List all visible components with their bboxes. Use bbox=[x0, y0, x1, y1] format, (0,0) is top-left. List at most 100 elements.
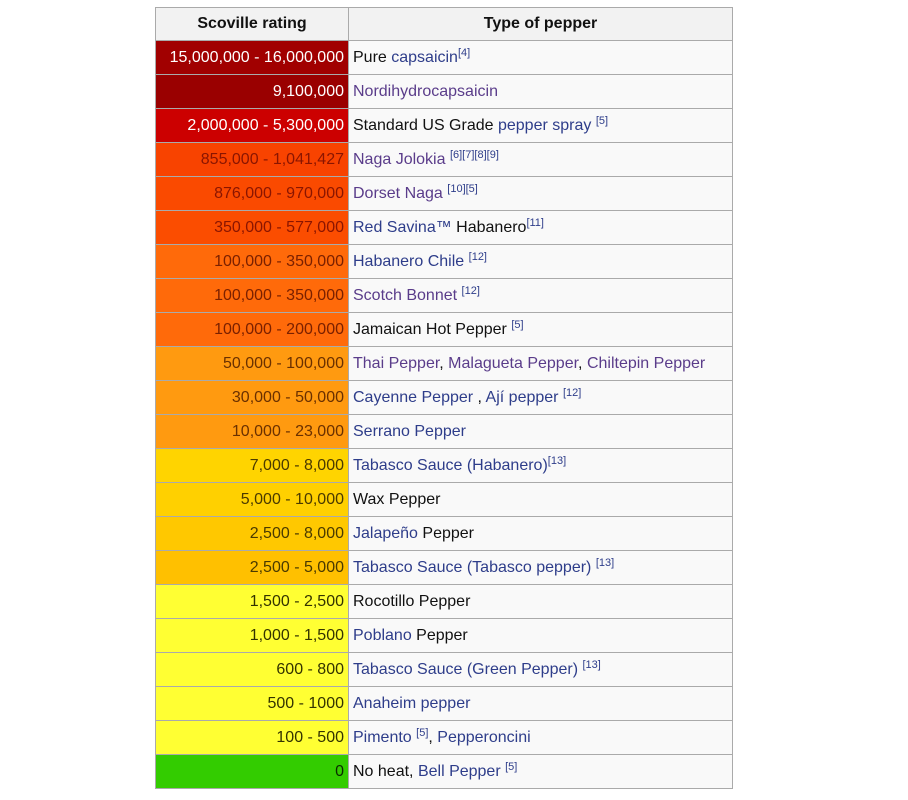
pepper-type-cell: No heat, Bell Pepper [5] bbox=[348, 754, 733, 789]
citation-link[interactable]: [10][5] bbox=[447, 182, 478, 195]
pepper-link[interactable]: Dorset Naga bbox=[353, 184, 443, 202]
pepper-link[interactable]: Tabasco Sauce (Habanero) bbox=[353, 456, 548, 474]
pepper-type-cell: Anaheim pepper bbox=[348, 686, 733, 721]
table-row: 500 - 1000 Anaheim pepper bbox=[155, 686, 733, 721]
scoville-rating-cell: 100,000 - 200,000 bbox=[155, 312, 349, 347]
scoville-rating-cell: 7,000 - 8,000 bbox=[155, 448, 349, 483]
pepper-text: Standard US Grade bbox=[353, 116, 498, 134]
pepper-link[interactable]: Poblano bbox=[353, 626, 412, 644]
scoville-rating-cell: 500 - 1000 bbox=[155, 686, 349, 721]
pepper-type-cell: Tabasco Sauce (Tabasco pepper) [13] bbox=[348, 550, 733, 585]
pepper-type-cell: Pimento [5], Pepperoncini bbox=[348, 720, 733, 755]
pepper-text: Habanero bbox=[451, 218, 527, 236]
header-type-of-pepper: Type of pepper bbox=[348, 7, 733, 41]
citation-link[interactable]: [5] bbox=[511, 318, 524, 331]
pepper-type-cell: Red Savina™ Habanero[11] bbox=[348, 210, 733, 245]
pepper-link[interactable]: Anaheim pepper bbox=[353, 694, 471, 712]
table-row: 50,000 - 100,000 Thai Pepper, Malagueta P… bbox=[155, 346, 733, 381]
citation-link[interactable]: [4] bbox=[457, 46, 471, 59]
scoville-rating-cell: 5,000 - 10,000 bbox=[155, 482, 349, 517]
citation-link[interactable]: [6][7][8][9] bbox=[449, 148, 499, 161]
pepper-link[interactable]: Pepperoncini bbox=[437, 728, 531, 746]
pepper-text: , bbox=[428, 728, 438, 746]
table-row: 0 No heat, Bell Pepper [5] bbox=[155, 754, 733, 789]
pepper-link[interactable]: Bell Pepper bbox=[417, 762, 501, 780]
pepper-type-cell: Naga Jolokia [6][7][8][9] bbox=[348, 142, 733, 177]
scoville-rating-cell: 1,500 - 2,500 bbox=[155, 584, 349, 619]
pepper-type-cell: Cayenne Pepper , Ají pepper [12] bbox=[348, 380, 733, 415]
table-row: 5,000 - 10,000 Wax Pepper bbox=[155, 482, 733, 517]
table-row: 600 - 800 Tabasco Sauce (Green Pepper) [1… bbox=[155, 652, 733, 687]
pepper-type-cell: Rocotillo Pepper bbox=[348, 584, 733, 619]
scoville-rating-cell: 15,000,000 - 16,000,000 bbox=[155, 40, 349, 75]
scoville-table: Scoville rating Type of pepper 15,000,00… bbox=[155, 7, 733, 789]
pepper-type-cell: Wax Pepper bbox=[348, 482, 733, 517]
scoville-rating-cell: 855,000 - 1,041,427 bbox=[155, 142, 349, 177]
scoville-rating-cell: 50,000 - 100,000 bbox=[155, 346, 349, 381]
pepper-link[interactable]: Cayenne Pepper bbox=[353, 388, 474, 406]
citation-link[interactable]: [5] bbox=[505, 760, 518, 773]
header-scoville-rating: Scoville rating bbox=[155, 7, 349, 41]
pepper-text: , bbox=[473, 388, 486, 406]
scoville-rating-cell: 9,100,000 bbox=[155, 74, 349, 109]
pepper-type-cell: Jalapeño Pepper bbox=[348, 516, 733, 551]
citation-link[interactable]: [11] bbox=[526, 216, 544, 229]
pepper-text: Jamaican Hot Pepper bbox=[353, 320, 512, 338]
scoville-rating-cell: 1,000 - 1,500 bbox=[155, 618, 349, 653]
pepper-type-cell: Thai Pepper, Malagueta Pepper, Chiltepin… bbox=[348, 346, 733, 381]
table-row: 350,000 - 577,000 Red Savina™ Habanero[11… bbox=[155, 210, 733, 245]
scoville-rating-cell: 2,000,000 - 5,300,000 bbox=[155, 108, 349, 143]
pepper-link[interactable]: Habanero Chile bbox=[353, 252, 465, 270]
scoville-rating-cell: 100 - 500 bbox=[155, 720, 349, 755]
citation-link[interactable]: [12] bbox=[461, 284, 480, 297]
pepper-text: Wax Pepper bbox=[353, 490, 441, 508]
table-row: 100,000 - 350,000 Habanero Chile [12] bbox=[155, 244, 733, 279]
pepper-type-cell: Scotch Bonnet [12] bbox=[348, 278, 733, 313]
pepper-type-cell: Standard US Grade pepper spray [5] bbox=[348, 108, 733, 143]
citation-link[interactable]: [12] bbox=[468, 250, 487, 263]
pepper-link[interactable]: Thai Pepper bbox=[353, 354, 440, 372]
pepper-link[interactable]: Nordihydrocapsaicin bbox=[353, 82, 498, 100]
scoville-rating-cell: 600 - 800 bbox=[155, 652, 349, 687]
pepper-link[interactable]: Chiltepin Pepper bbox=[586, 354, 706, 372]
pepper-type-cell: Habanero Chile [12] bbox=[348, 244, 733, 279]
pepper-link[interactable]: Serrano Pepper bbox=[353, 422, 466, 440]
table-row: 100,000 - 200,000 Jamaican Hot Pepper [5] bbox=[155, 312, 733, 347]
pepper-link[interactable]: Malagueta Pepper bbox=[448, 354, 579, 372]
scoville-rating-cell: 350,000 - 577,000 bbox=[155, 210, 349, 245]
pepper-type-cell: Dorset Naga [10][5] bbox=[348, 176, 733, 211]
citation-link[interactable]: [12] bbox=[562, 386, 582, 399]
pepper-link[interactable]: Jalapeño bbox=[353, 524, 418, 542]
table-row: 876,000 - 970,000 Dorset Naga [10][5] bbox=[155, 176, 733, 211]
table-row: 10,000 - 23,000 Serrano Pepper bbox=[155, 414, 733, 449]
pepper-link[interactable]: Red Savina™ bbox=[353, 218, 452, 236]
citation-link[interactable]: [13] bbox=[595, 556, 615, 569]
scoville-rating-cell: 2,500 - 5,000 bbox=[155, 550, 349, 585]
pepper-type-cell: Serrano Pepper bbox=[348, 414, 733, 449]
pepper-text: Rocotillo Pepper bbox=[353, 592, 471, 610]
scoville-rating-cell: 2,500 - 8,000 bbox=[155, 516, 349, 551]
table-row: 2,500 - 8,000 Jalapeño Pepper bbox=[155, 516, 733, 551]
citation-link[interactable]: [5] bbox=[595, 114, 609, 127]
pepper-link[interactable]: capsaicin bbox=[391, 48, 458, 66]
table-row: 1,000 - 1,500 Poblano Pepper bbox=[155, 618, 733, 653]
pepper-link[interactable]: pepper spray bbox=[497, 116, 592, 134]
pepper-text: , bbox=[578, 354, 587, 372]
pepper-link[interactable]: Ají pepper bbox=[485, 388, 559, 406]
citation-link[interactable]: [13] bbox=[582, 658, 601, 671]
pepper-text: , bbox=[439, 354, 449, 372]
pepper-text: Pure bbox=[353, 48, 392, 66]
pepper-link[interactable]: Tabasco Sauce (Tabasco pepper) bbox=[353, 558, 592, 576]
citation-link[interactable]: [5] bbox=[416, 726, 429, 739]
scoville-rating-cell: 0 bbox=[155, 754, 349, 789]
pepper-link[interactable]: Naga Jolokia bbox=[353, 150, 446, 168]
pepper-text: No heat, bbox=[353, 762, 418, 780]
pepper-link[interactable]: Tabasco Sauce (Green Pepper) bbox=[353, 660, 579, 678]
citation-link[interactable]: [13] bbox=[547, 454, 567, 467]
scoville-rating-cell: 876,000 - 970,000 bbox=[155, 176, 349, 211]
table-row: 15,000,000 - 16,000,000 Pure capsaicin[4] bbox=[155, 40, 733, 75]
pepper-type-cell: Nordihydrocapsaicin bbox=[348, 74, 733, 109]
pepper-link[interactable]: Scotch Bonnet bbox=[353, 286, 458, 304]
header-row: Scoville rating Type of pepper bbox=[155, 7, 733, 41]
pepper-link[interactable]: Pimento bbox=[353, 728, 412, 746]
